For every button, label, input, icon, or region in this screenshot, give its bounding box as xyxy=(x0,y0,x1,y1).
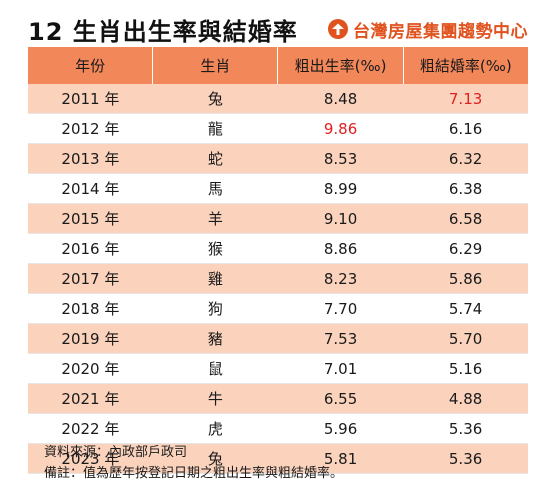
cell-marriage-rate: 5.36 xyxy=(403,413,528,444)
cell-year: 2015 年 xyxy=(28,203,153,234)
table-row: 2013 年蛇 8.53 6.32 xyxy=(28,143,528,174)
cell-year: 2018 年 xyxy=(28,293,153,324)
cell-marriage-rate: 6.29 xyxy=(403,233,528,264)
cell-marriage-rate: 4.88 xyxy=(403,383,528,414)
cell-birth-rate: 8.48 xyxy=(277,84,404,114)
cell-birth-rate: 9.86 xyxy=(277,113,404,144)
table-row: 2017 年雞 8.23 5.86 xyxy=(28,263,528,294)
cell-year: 2020 年 xyxy=(28,353,153,384)
cell-zodiac: 牛 xyxy=(152,383,278,414)
cell-year: 2013 年 xyxy=(28,143,153,174)
cell-birth-rate: 9.10 xyxy=(277,203,404,234)
cell-birth-rate: 8.86 xyxy=(277,233,404,264)
cell-birth-rate: 7.53 xyxy=(277,323,404,354)
cell-year: 2021 年 xyxy=(28,383,153,414)
cell-year: 2012 年 xyxy=(28,113,153,144)
cell-zodiac: 兔 xyxy=(152,84,278,114)
brand-logo: 台灣房屋集團趨勢中心 xyxy=(327,16,528,42)
cell-zodiac: 龍 xyxy=(152,113,278,144)
footnotes: 資料來源：內政部戶政司 備註：值為歷年按登記日期之粗出生率與粗結婚率。 xyxy=(44,442,343,484)
cell-birth-rate: 7.01 xyxy=(277,353,404,384)
table-row: 2021 年牛 6.55 4.88 xyxy=(28,383,528,414)
cell-birth-rate: 7.70 xyxy=(277,293,404,324)
column-header-year: 年份 xyxy=(28,47,154,84)
table-row: 2023 年兔 5.81 5.36 xyxy=(28,443,528,474)
source-note: 資料來源：內政部戶政司 xyxy=(44,445,188,460)
cell-zodiac: 羊 xyxy=(152,203,278,234)
cell-marriage-rate: 5.86 xyxy=(403,263,528,294)
cell-zodiac: 馬 xyxy=(152,173,278,204)
cell-zodiac: 雞 xyxy=(152,263,278,294)
table-row: 2016 年猴 8.86 6.29 xyxy=(28,233,528,264)
table-row: 2018 年狗 7.70 5.74 xyxy=(28,293,528,324)
cell-marriage-rate: 5.74 xyxy=(403,293,528,324)
cell-year: 2011 年 xyxy=(28,84,153,114)
page-title: 12 生肖出生率與結婚率 xyxy=(28,18,298,46)
table-row: 2014 年馬 8.99 6.38 xyxy=(28,173,528,204)
house-logo-icon xyxy=(328,19,348,39)
column-header-marriage-rate: 粗結婚率(‰) xyxy=(403,47,528,84)
table-row: 2012 年龍 9.86 6.16 xyxy=(28,113,528,144)
table-row: 2015 年羊 9.10 6.58 xyxy=(28,203,528,234)
cell-year: 2017 年 xyxy=(28,263,153,294)
cell-marriage-rate: 7.13 xyxy=(403,84,528,114)
cell-marriage-rate: 6.16 xyxy=(403,113,528,144)
table-row: 2020 年鼠 7.01 5.16 xyxy=(28,353,528,384)
remark-note: 備註：值為歷年按登記日期之粗出生率與粗結婚率。 xyxy=(44,466,344,481)
cell-birth-rate: 5.96 xyxy=(277,413,404,444)
cell-birth-rate: 6.55 xyxy=(277,383,404,414)
cell-birth-rate: 8.53 xyxy=(277,143,404,174)
column-header-zodiac: 生肖 xyxy=(152,47,279,84)
cell-zodiac: 蛇 xyxy=(152,143,278,174)
cell-marriage-rate: 6.38 xyxy=(403,173,528,204)
cell-year: 2016 年 xyxy=(28,233,153,264)
table-row: 2022 年虎 5.96 5.36 xyxy=(28,413,528,444)
cell-birth-rate: 8.23 xyxy=(277,263,404,294)
cell-marriage-rate: 6.58 xyxy=(403,203,528,234)
column-header-birth-rate: 粗出生率(‰) xyxy=(277,47,404,84)
cell-year: 2022 年 xyxy=(28,413,153,444)
cell-marriage-rate: 5.70 xyxy=(403,323,528,354)
cell-zodiac: 狗 xyxy=(152,293,278,324)
table-header-row: 年份 生肖 粗出生率(‰) 粗結婚率(‰) xyxy=(28,47,528,84)
cell-year: 2014 年 xyxy=(28,173,153,204)
cell-marriage-rate: 5.16 xyxy=(403,353,528,384)
cell-zodiac: 虎 xyxy=(152,413,278,444)
brand-name: 台灣房屋集團趨勢中心 xyxy=(353,21,528,42)
table-body: 2011 年兔 8.48 7.13 2012 年龍 9.86 6.16 2013 年蛇 8.5… xyxy=(28,84,528,474)
cell-zodiac: 猴 xyxy=(152,233,278,264)
header: 12 生肖出生率與結婚率 台灣房屋集團趨勢中心 xyxy=(28,10,528,46)
table-row: 2011 年兔 8.48 7.13 xyxy=(28,84,528,114)
table-row: 2019 年豬 7.53 5.70 xyxy=(28,323,528,354)
cell-marriage-rate: 6.32 xyxy=(403,143,528,174)
cell-marriage-rate: 5.36 xyxy=(403,443,528,474)
cell-birth-rate: 5.81 xyxy=(277,443,404,474)
cell-year: 2023 年 xyxy=(28,443,153,474)
cell-zodiac: 豬 xyxy=(152,323,278,354)
cell-zodiac: 鼠 xyxy=(152,353,278,384)
cell-zodiac: 兔 xyxy=(152,443,278,474)
cell-year: 2019 年 xyxy=(28,323,153,354)
rates-table: 年份 生肖 粗出生率(‰) 粗結婚率(‰) 2011 年兔 8.48 7.13 201… xyxy=(28,47,528,474)
cell-birth-rate: 8.99 xyxy=(277,173,404,204)
